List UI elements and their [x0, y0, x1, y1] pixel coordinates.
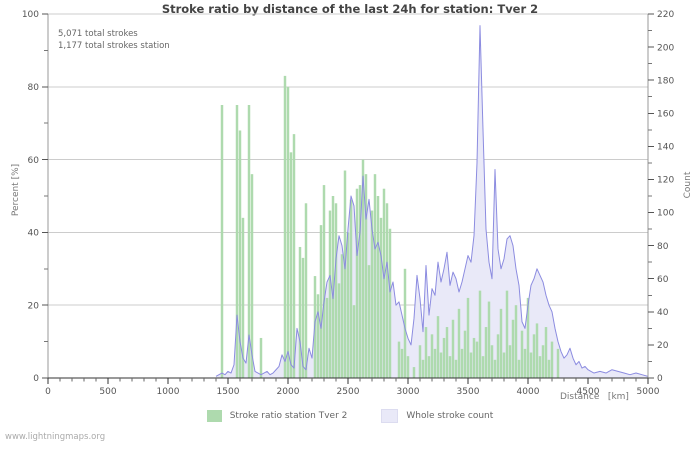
y-tick-left-0: 0: [33, 374, 39, 384]
x-tick-0: 0: [45, 387, 51, 397]
chart-legend: Stroke ratio station Tver 2 Whole stroke…: [0, 409, 700, 423]
watermark: www.lightningmaps.org: [5, 432, 106, 442]
legend-label-stroke-ratio: Stroke ratio station Tver 2: [229, 411, 348, 421]
x-tick-3000: 3000: [397, 387, 420, 397]
y-tick-left-40: 40: [28, 229, 40, 239]
y-tick-left-80: 80: [28, 83, 40, 93]
annotation-total-strokes-station: 1,177 total strokes station: [58, 41, 170, 51]
y-axis-label-right: Count: [683, 171, 693, 199]
chart-annotations: 5,071 total strokes 1,177 total strokes …: [58, 28, 170, 52]
y-tick-right-180: 180: [657, 76, 674, 86]
x-tick-1500: 1500: [217, 387, 240, 397]
x-tick-500: 500: [99, 387, 116, 397]
y-tick-left-100: 100: [22, 10, 39, 20]
y-tick-right-40: 40: [657, 308, 669, 318]
y-tick-right-140: 140: [657, 143, 674, 153]
legend-swatch-lavender: [381, 409, 399, 423]
x-tick-1000: 1000: [157, 387, 180, 397]
chart-title: Stroke ratio by distance of the last 24h…: [161, 2, 539, 16]
x-axis-label: Distance [km]: [560, 392, 629, 402]
legend-item-stroke-ratio: Stroke ratio station Tver 2: [206, 410, 348, 422]
y-tick-left-60: 60: [28, 156, 40, 166]
y-tick-right-200: 200: [657, 43, 674, 53]
y-tick-right-60: 60: [657, 275, 669, 285]
y-tick-right-100: 100: [657, 209, 674, 219]
x-tick-4500: 4500: [577, 387, 600, 397]
y-tick-right-20: 20: [657, 341, 669, 351]
y-axis-label-left: Percent [%]: [11, 163, 21, 217]
y-tick-right-0: 0: [657, 374, 663, 384]
x-tick-5000: 5000: [637, 387, 660, 397]
legend-item-whole-stroke-count: Whole stroke count: [381, 409, 493, 423]
legend-swatch-green: [206, 410, 222, 422]
x-tick-3500: 3500: [457, 387, 480, 397]
y-tick-left-20: 20: [28, 301, 40, 311]
y-tick-right-80: 80: [657, 242, 669, 252]
x-tick-2000: 2000: [277, 387, 300, 397]
x-tick-2500: 2500: [337, 387, 360, 397]
x-tick-4000: 4000: [517, 387, 540, 397]
y-tick-right-220: 220: [657, 10, 674, 20]
y-tick-right-160: 160: [657, 109, 674, 119]
y-tick-right-120: 120: [657, 176, 674, 186]
annotation-total-strokes: 5,071 total strokes: [58, 29, 138, 39]
legend-label-whole-stroke-count: Whole stroke count: [406, 411, 494, 421]
